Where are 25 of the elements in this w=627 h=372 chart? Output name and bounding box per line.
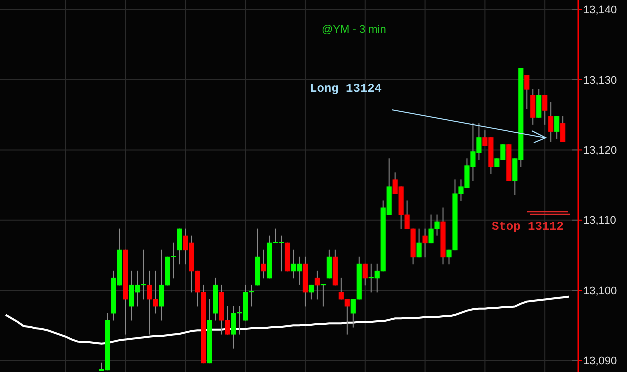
- candlestick: [416, 228, 422, 258]
- candlestick: [422, 228, 428, 258]
- line-series: [4, 296, 570, 345]
- annotation: Long 13124: [310, 82, 382, 96]
- text: @YM - 3 min: [322, 24, 386, 36]
- candlestick: [326, 249, 332, 280]
- y-tick-label: 13,100: [584, 285, 618, 298]
- annotation: Stop 13112: [492, 220, 564, 234]
- candlestick: [524, 74, 530, 110]
- candlestick: [314, 270, 320, 300]
- candlestick: [554, 116, 560, 140]
- candlestick: [260, 249, 266, 280]
- y-tick-label: 13,120: [584, 145, 618, 158]
- candlestick: [560, 116, 566, 143]
- y-tick-label: 13,110: [584, 215, 616, 228]
- y-tick-label: 13,140: [584, 4, 618, 17]
- candlestick: [308, 284, 314, 300]
- candlestick: [530, 88, 536, 126]
- candlestick: [548, 102, 554, 143]
- y-tick-label: 13,130: [584, 74, 618, 87]
- candlestick: [536, 88, 542, 118]
- candlestick: [177, 228, 182, 266]
- candlestick: [362, 263, 368, 286]
- y-tick-label: 13,090: [584, 356, 618, 368]
- candlestick: [542, 94, 548, 126]
